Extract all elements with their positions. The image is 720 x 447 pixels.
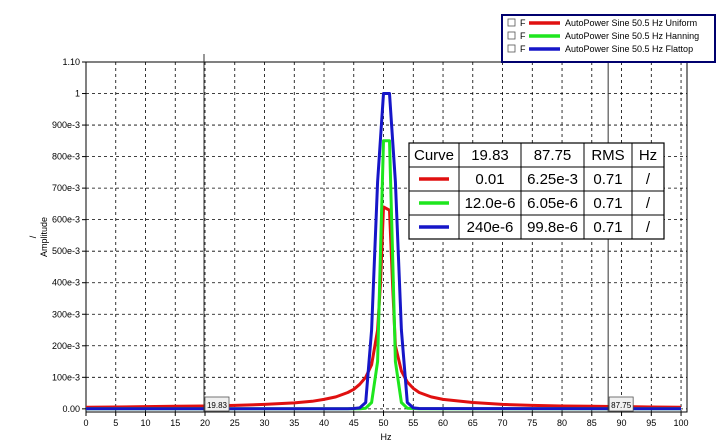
y-tick-label: 0.00 xyxy=(62,404,80,414)
table-cell: 240e-6 xyxy=(467,219,514,236)
x-tick-label: 15 xyxy=(170,418,180,428)
y-tick-label: 200e-3 xyxy=(52,341,80,351)
x-tick-label: 45 xyxy=(349,418,359,428)
x-tick-label: 0 xyxy=(83,418,88,428)
table-header-cell: 19.83 xyxy=(471,147,509,164)
cursor-label-0: 19.83 xyxy=(207,401,228,410)
x-tick-label: 65 xyxy=(468,418,478,428)
y-tick-label: 900e-3 xyxy=(52,120,80,130)
legend-prefix-1: F xyxy=(520,31,526,41)
x-tick-label: 5 xyxy=(113,418,118,428)
table-cell: 0.71 xyxy=(593,195,622,212)
cursor-label-box-0[interactable] xyxy=(204,396,230,412)
x-tick-label: 85 xyxy=(587,418,597,428)
table-cell: 0.71 xyxy=(593,171,622,188)
legend-checkbox-1[interactable] xyxy=(507,31,516,40)
legend-checkbox-2[interactable] xyxy=(507,44,516,53)
table-cell: 99.8e-6 xyxy=(527,219,578,236)
legend-label-1: AutoPower Sine 50.5 Hz Hanning xyxy=(565,31,699,41)
x-tick-label: 10 xyxy=(140,418,150,428)
series-group xyxy=(85,92,682,411)
y-tick-label: 800e-3 xyxy=(52,152,80,162)
y-tick-label: 500e-3 xyxy=(52,246,80,256)
x-tick-label: 100 xyxy=(674,418,689,428)
table-header-cell: Hz xyxy=(639,147,657,164)
cursor-label-1: 87.75 xyxy=(611,401,632,410)
x-tick-label: 55 xyxy=(408,418,418,428)
legend: F AutoPower Sine 50.5 Hz Uniform F AutoPowe… xyxy=(501,14,716,63)
table-header-cell: 87.75 xyxy=(534,147,572,164)
y-axis-ticks: 0.00 100e-3 200e-3 300e-3 400e-3 500e-3 600e-3… xyxy=(52,57,86,414)
table-cell: / xyxy=(646,195,651,212)
legend-label-0: AutoPower Sine 50.5 Hz Uniform xyxy=(565,18,697,28)
y-tick-label: 1.10 xyxy=(62,57,80,67)
cursor-label-box-1[interactable] xyxy=(608,396,634,412)
table-cell: 12.0e-6 xyxy=(465,195,516,212)
cursor-table: Curve 19.83 87.75 RMS Hz 0.01 6.25e-3 0.71 / 12.0… xyxy=(408,142,665,240)
x-tick-label: 75 xyxy=(527,418,537,428)
x-tick-label: 35 xyxy=(289,418,299,428)
legend-prefix-2: F xyxy=(520,44,526,54)
table-header-cell: Curve xyxy=(414,147,454,164)
x-tick-label: 25 xyxy=(230,418,240,428)
x-tick-label: 40 xyxy=(319,418,329,428)
legend-prefix-0: F xyxy=(520,18,526,28)
x-tick-label: 95 xyxy=(646,418,656,428)
x-axis-ticks: 0 5 10 15 20 25 30 35 40 45 50 55 60 65 70 75 80 85 90 95 10… xyxy=(83,412,689,428)
series-line-1 xyxy=(86,139,681,411)
legend-label-2: AutoPower Sine 50.5 Hz Flattop xyxy=(565,44,693,54)
x-tick-label: 30 xyxy=(260,418,270,428)
y-tick-label: 700e-3 xyxy=(52,183,80,193)
table-cell: 0.01 xyxy=(475,171,504,188)
table-cell: 6.05e-6 xyxy=(527,195,578,212)
table-cell: / xyxy=(646,171,651,188)
y-tick-label: 1 xyxy=(75,89,80,99)
table-cell: / xyxy=(646,219,651,236)
table-cell: 0.71 xyxy=(593,219,622,236)
x-tick-label: 50 xyxy=(379,418,389,428)
y-tick-label: 100e-3 xyxy=(52,372,80,382)
x-tick-label: 60 xyxy=(438,418,448,428)
x-axis-label: Hz xyxy=(381,432,392,442)
series-line-2 xyxy=(86,92,682,411)
table-header-cell: RMS xyxy=(591,147,624,164)
y-tick-label: 300e-3 xyxy=(52,309,80,319)
legend-checkbox-0[interactable] xyxy=(507,18,516,27)
y-axis-label: Amplitude xyxy=(39,217,49,257)
x-tick-label: 20 xyxy=(200,418,210,428)
x-tick-label: 90 xyxy=(617,418,627,428)
table-cell: 6.25e-3 xyxy=(527,171,578,188)
y-axis-unit: / xyxy=(28,235,38,238)
x-tick-label: 80 xyxy=(557,418,567,428)
x-tick-label: 70 xyxy=(498,418,508,428)
y-tick-label: 600e-3 xyxy=(52,215,80,225)
y-tick-label: 400e-3 xyxy=(52,278,80,288)
